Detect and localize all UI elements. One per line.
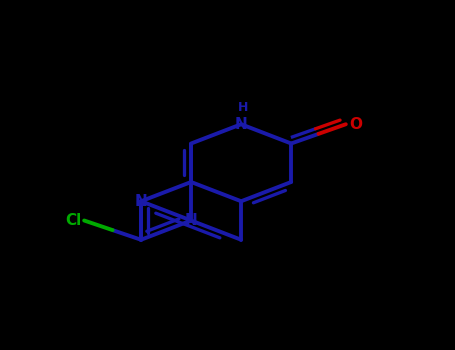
Text: O: O <box>349 117 362 132</box>
Text: Cl: Cl <box>66 213 82 228</box>
Text: N: N <box>235 117 248 132</box>
Text: N: N <box>135 194 147 209</box>
Text: N: N <box>185 213 197 228</box>
Text: H: H <box>238 101 248 114</box>
